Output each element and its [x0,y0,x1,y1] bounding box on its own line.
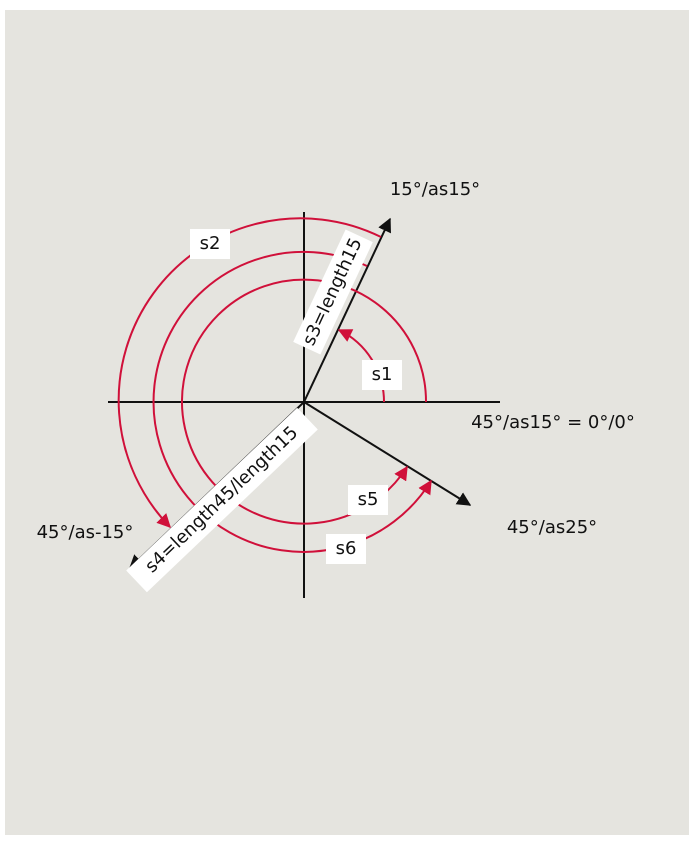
label: 15°/as15° [390,179,480,200]
label: 45°/as25° [507,517,597,538]
arrow [303,217,391,403]
label-box [126,407,318,593]
panel [5,10,689,835]
label-box [362,360,402,390]
arrow [303,401,472,506]
label: 45°/as15° = 0°/0° [471,412,635,433]
arc-s5 [181,278,428,525]
label: s6 [336,538,357,559]
label: s1 [372,364,393,385]
label-box [190,229,230,259]
arc-s1 [337,329,386,403]
label-box [326,534,366,564]
label: s5 [358,489,379,510]
label: 45°/as-15° [37,522,134,543]
label: s2 [200,233,221,254]
arc-s2 [117,217,382,529]
label-box [293,229,373,355]
label-box [348,485,388,515]
